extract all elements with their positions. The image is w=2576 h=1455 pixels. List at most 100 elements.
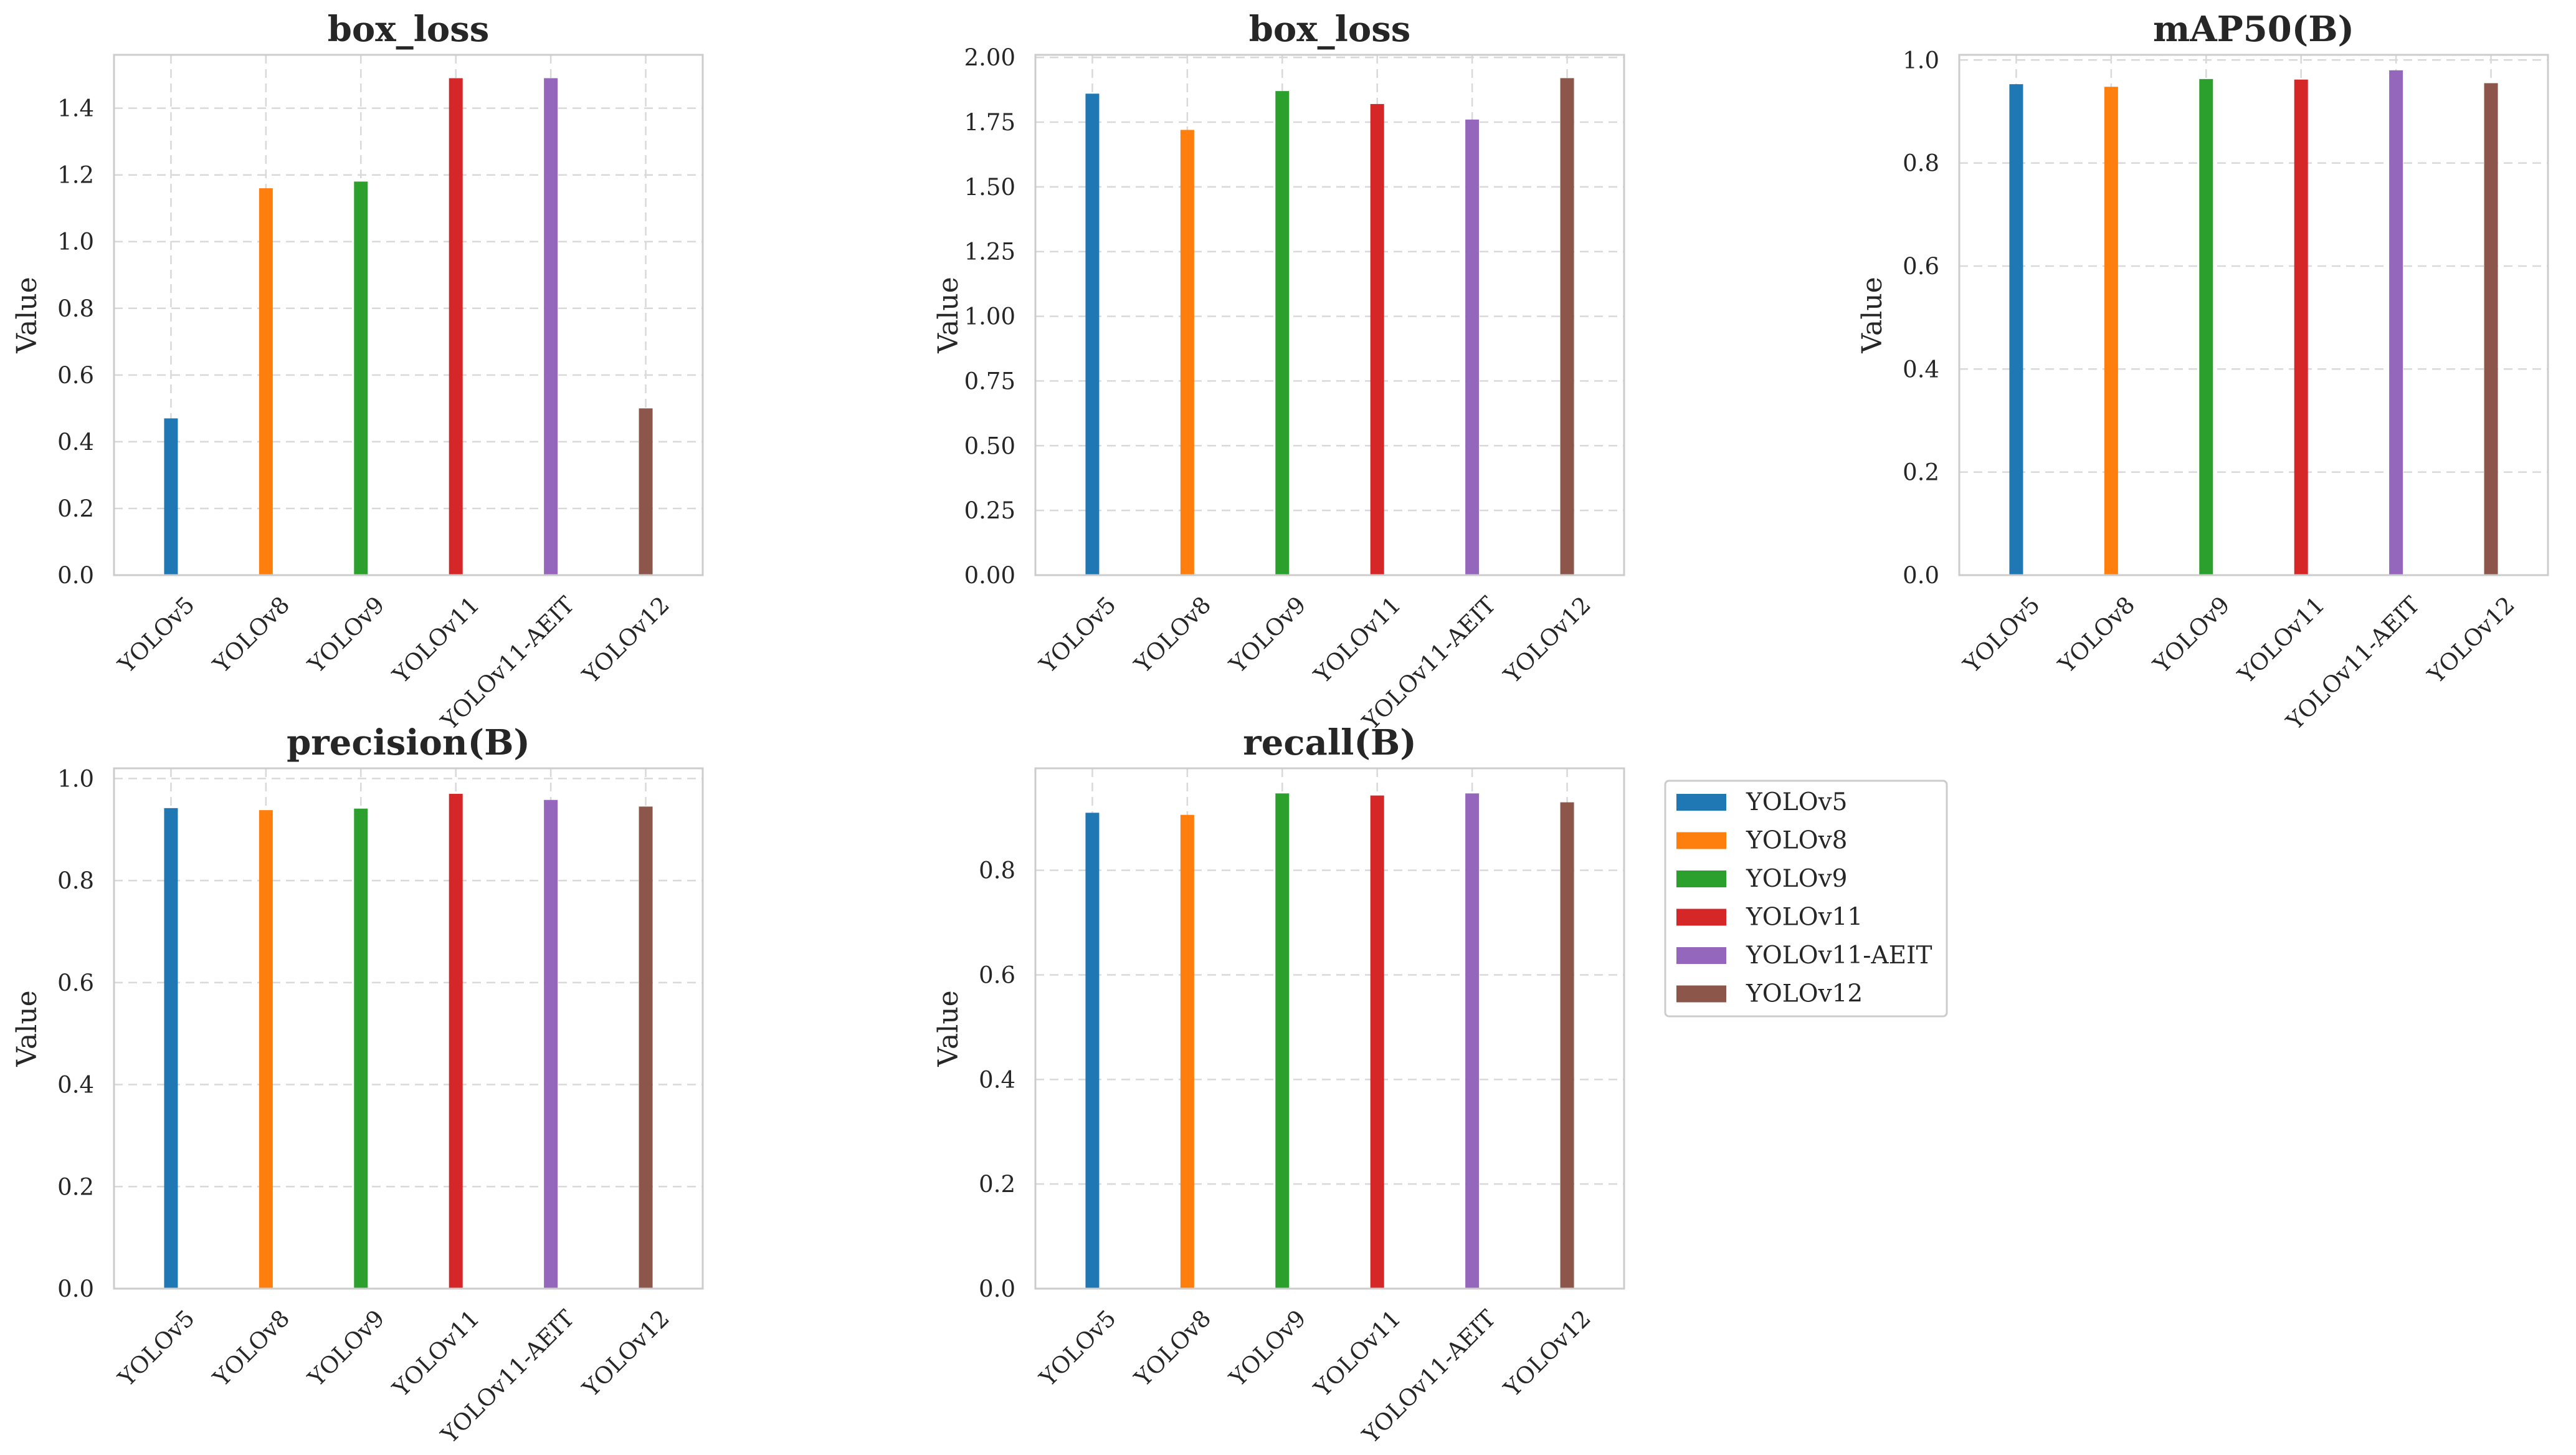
y-tick-label: 1.50 [964,174,1015,201]
plot-frame [113,54,704,576]
x-tick-label: YOLOv9 [1224,1305,1311,1392]
y-tick-label: 0.25 [964,497,1015,524]
x-tick-label: YOLOv11 [387,1305,485,1403]
y-tick-label: 0.6 [979,961,1015,988]
x-tick-label: YOLOv9 [1224,591,1311,679]
bar-yolov12 [1560,802,1574,1289]
legend-swatch-yolov8 [1676,832,1726,849]
bar-yolov12 [1560,78,1574,575]
y-tick-label: 0.2 [979,1171,1015,1198]
x-tick-label: YOLOv5 [1034,591,1121,679]
y-tick-label: 0.8 [57,295,94,322]
y-tick-label: 0.4 [57,429,94,456]
y-tick-label: 0.4 [979,1066,1015,1093]
y-axis-label: Value [11,990,43,1067]
legend-swatch-yolov11 [1676,909,1726,926]
y-tick-label: 0.2 [57,1173,94,1200]
bar-yolov5 [1085,93,1100,576]
y-tick-label: 0.0 [57,562,94,589]
bar-yolov11-aeit [544,78,558,575]
bar-yolov12 [639,806,653,1289]
y-tick-label: 0.75 [964,368,1015,394]
legend-label: YOLOv11-AEIT [1746,942,1932,970]
bar-yolov5 [2009,84,2023,575]
y-tick-label: 0.8 [57,867,94,894]
legend-label: YOLOv9 [1746,865,1847,893]
bar-yolov11-aeit [2389,70,2403,575]
chart-panel-5: 0.0 0.2 0.4 0.6 0.8 YOLOv5 YOLOv8 YOLOv9YOLOv11… [933,722,1625,1449]
bar-yolov11 [1370,795,1384,1289]
bar-yolov9 [354,808,368,1289]
legend: YOLOv5 YOLOv8 YOLOv9 YOLOv11 YOLOv11-AEIT YOL… [1664,780,1948,1018]
x-tick-label: YOLOv9 [303,1305,390,1392]
bar-yolov5 [1085,813,1100,1289]
y-tick-label: 1.0 [1903,47,1939,74]
legend-swatch-yolov5 [1676,794,1726,811]
y-tick-label: 0.4 [57,1072,94,1099]
plot-frame [1958,54,2549,576]
legend-swatch-yolov11-aeit [1676,947,1726,964]
x-tick-label: YOLOv5 [113,1305,200,1392]
x-tick-label: YOLOv5 [1958,591,2045,679]
legend-swatch-yolov9 [1676,871,1726,887]
bar-yolov5 [164,808,178,1289]
chart-title: box_loss [328,9,490,50]
bar-yolov8 [259,810,273,1289]
y-axis-label: Value [1856,277,1888,353]
bar-yolov8 [1180,130,1194,575]
chart-panel-2: 0.00 0.25 0.50 0.75 1.00 1.25 1.50 1.75 2.00 YOLO… [933,9,1625,735]
y-tick-label: 0.0 [57,1276,94,1302]
chart-title: recall(B) [1243,722,1416,763]
legend-label: YOLOv11 [1746,904,1863,932]
bar-yolov9 [354,181,368,575]
x-tick-label: YOLOv8 [1129,1305,1216,1392]
x-tick-label: YOLOv8 [207,1305,295,1392]
x-tick-label: YOLOv11 [2232,591,2330,689]
chart-title: precision(B) [287,722,530,763]
x-tick-label: YOLOv11 [1308,1305,1406,1403]
bar-yolov11-aeit [1465,119,1480,576]
bar-yolov11-aeit [1465,793,1480,1289]
x-tick-label: YOLOv12 [2422,591,2520,689]
bar-yolov11 [2294,79,2308,575]
legend-label: YOLOv5 [1746,788,1847,816]
y-tick-label: 1.2 [57,162,94,189]
y-axis-label: Value [933,990,964,1067]
x-tick-label: YOLOv12 [577,1305,675,1403]
plot-frame [1034,54,1625,576]
legend-label: YOLOv12 [1746,980,1863,1008]
plot-frame [1034,767,1625,1290]
plot-frame [113,767,704,1290]
y-tick-label: 0.0 [1903,562,1939,589]
bar-yolov9 [1275,793,1290,1289]
bar-yolov8 [2104,87,2118,575]
x-tick-label: YOLOv8 [207,591,295,679]
y-tick-label: 1.0 [57,765,94,792]
bar-yolov5 [164,418,178,575]
bar-yolov11-aeit [544,799,558,1289]
x-tick-label: YOLOv12 [577,591,675,689]
y-tick-label: 0.6 [57,970,94,996]
bar-yolov12 [2484,83,2498,576]
bar-yolov12 [639,408,653,575]
y-tick-label: 1.00 [964,303,1015,330]
bar-yolov11 [449,78,463,575]
y-tick-label: 0.2 [57,495,94,522]
x-tick-label: YOLOv5 [113,591,200,679]
x-tick-label: YOLOv9 [2148,591,2235,679]
x-tick-label: YOLOv8 [1129,591,1216,679]
y-tick-label: 1.25 [964,239,1015,265]
legend-label: YOLOv8 [1746,827,1847,855]
x-tick-label: YOLOv5 [1034,1305,1121,1392]
y-tick-label: 0.6 [1903,253,1939,280]
x-tick-label: YOLOv11 [387,591,485,689]
y-tick-label: 1.4 [57,95,94,122]
y-tick-label: 0.8 [1903,150,1939,177]
bar-yolov11 [449,793,463,1289]
bar-yolov9 [2199,79,2213,575]
y-tick-label: 1.75 [964,109,1015,136]
bar-yolov8 [259,188,273,576]
y-axis-label: Value [11,277,43,353]
